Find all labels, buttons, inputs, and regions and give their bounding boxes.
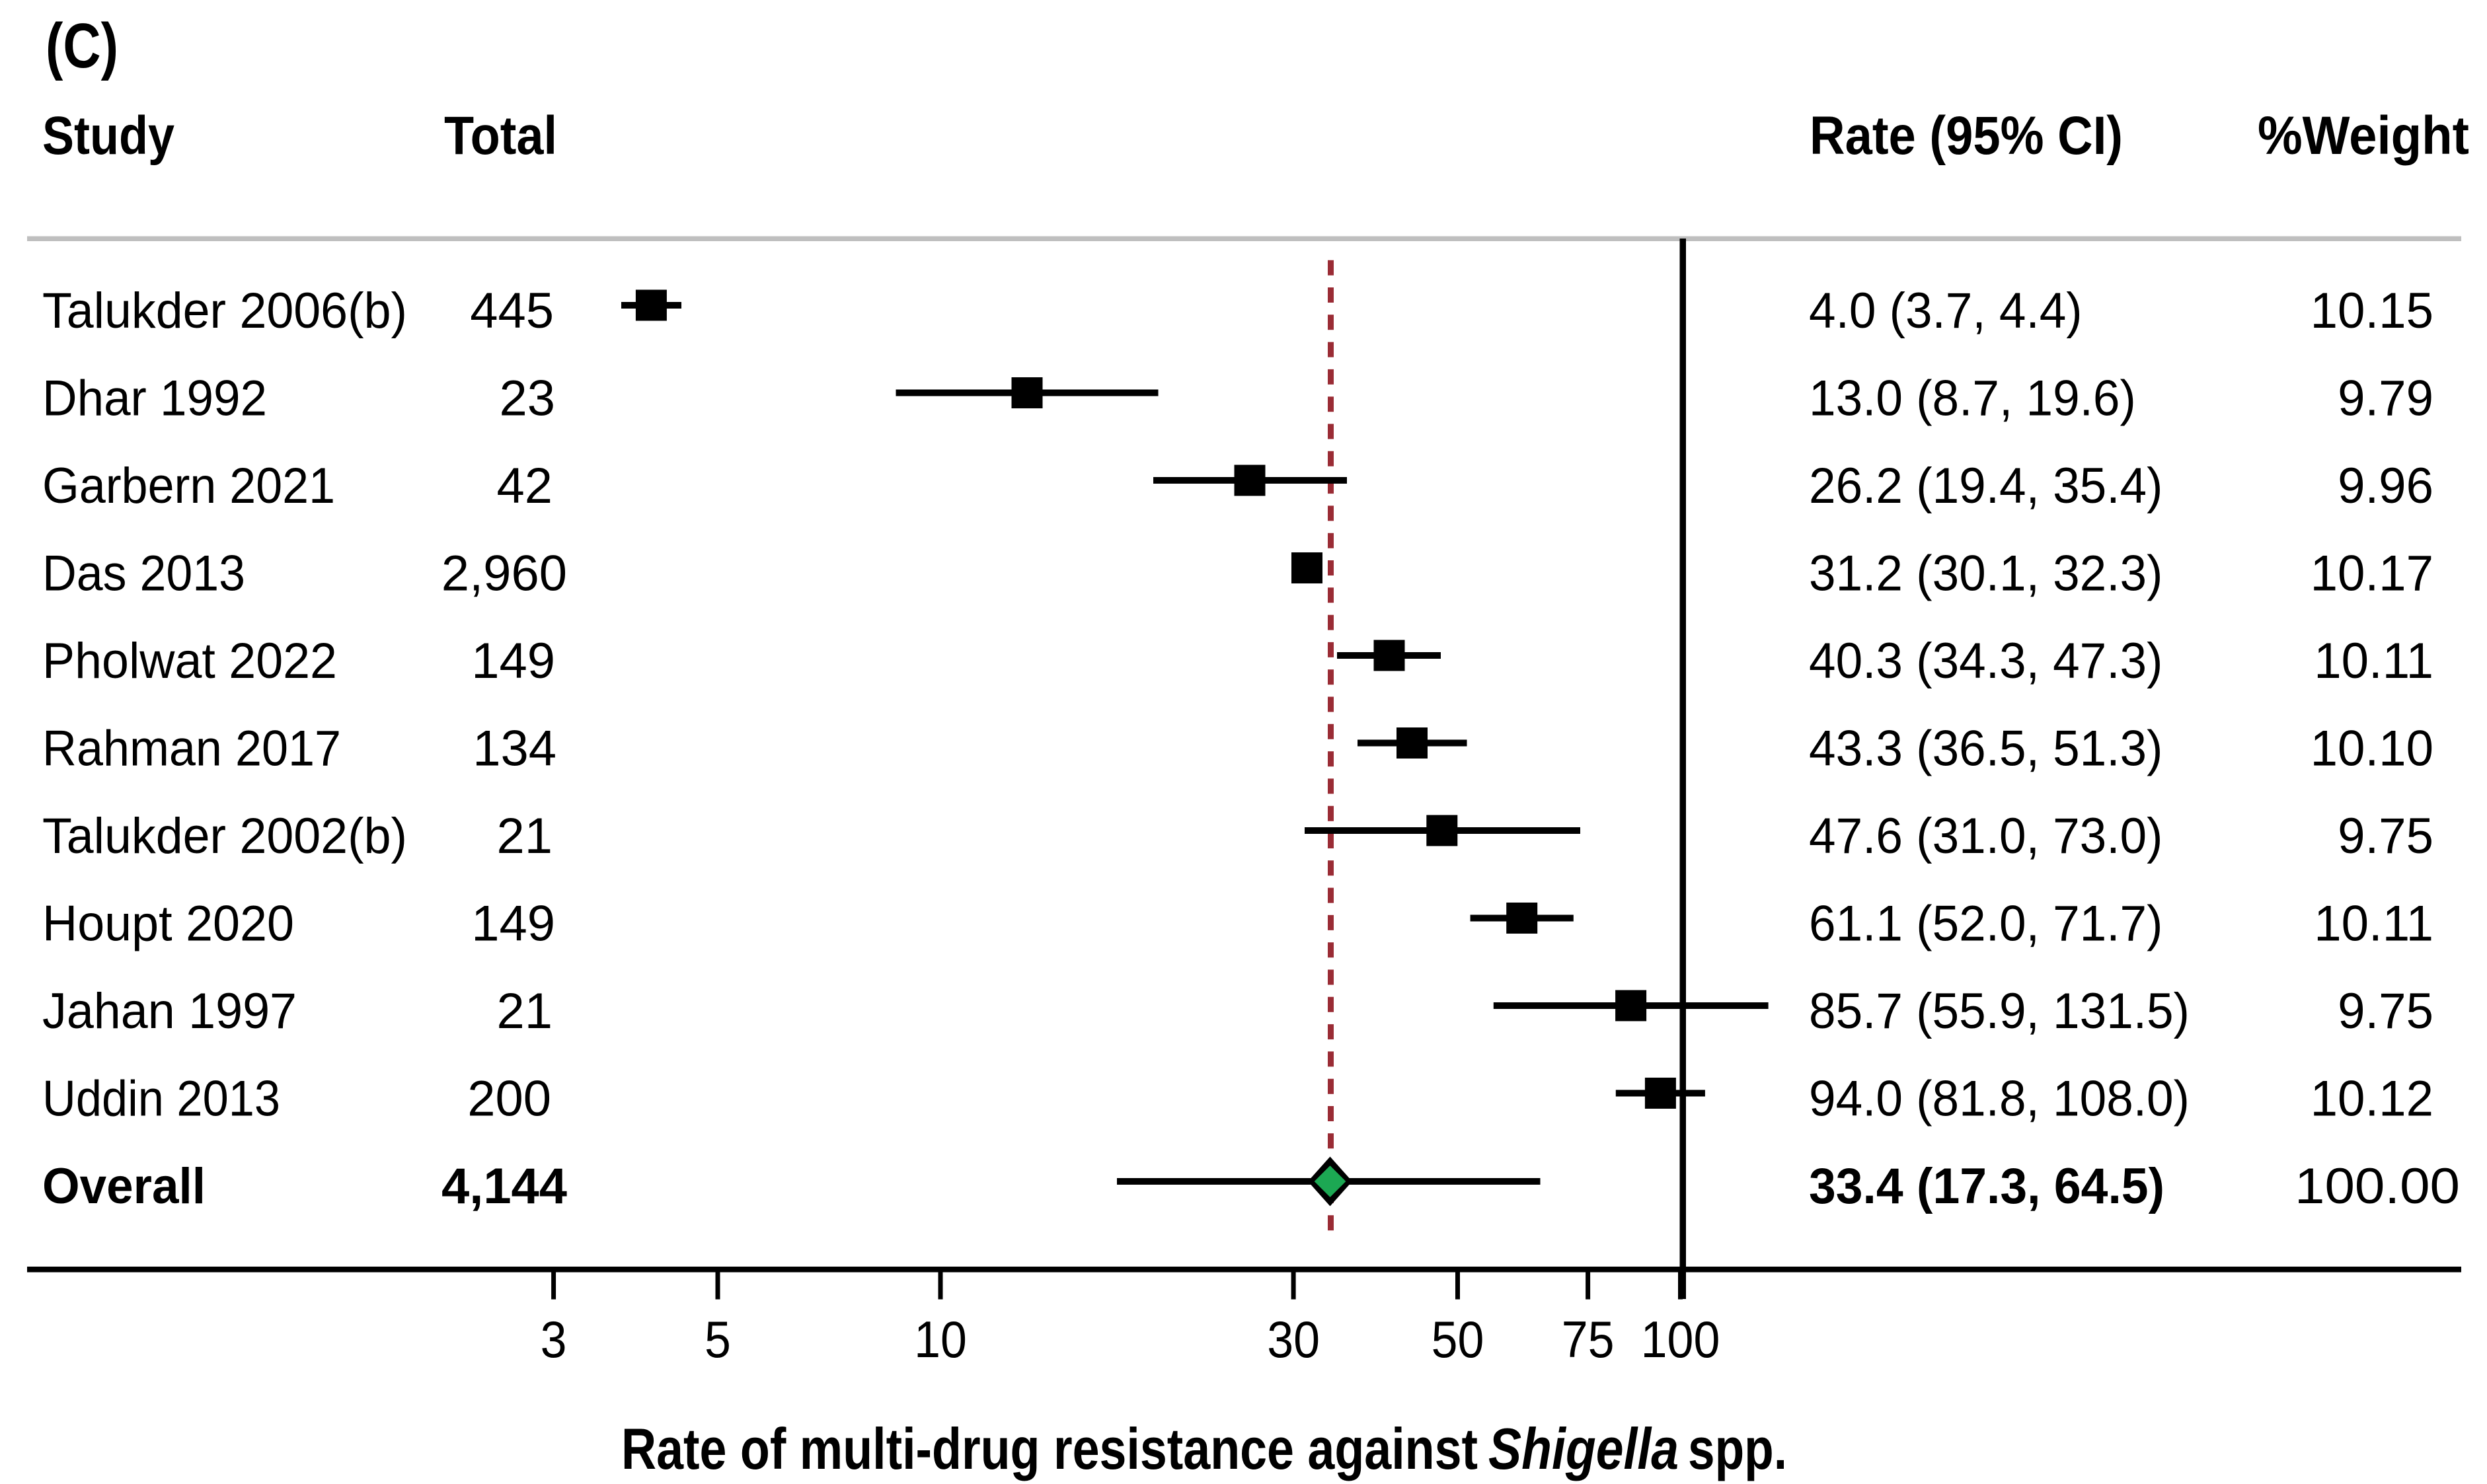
- svg-text:Pholwat 2022: Pholwat 2022: [42, 633, 337, 689]
- svg-text:10.11: 10.11: [2314, 633, 2433, 689]
- svg-text:Total: Total: [444, 106, 557, 166]
- svg-text:2,960: 2,960: [441, 546, 567, 602]
- svg-text:47.6 (31.0, 73.0): 47.6 (31.0, 73.0): [1809, 808, 2162, 864]
- svg-text:94.0 (81.8, 108.0): 94.0 (81.8, 108.0): [1809, 1071, 2190, 1127]
- svg-text:Das 2013: Das 2013: [42, 546, 245, 602]
- svg-text:Garbern 2021: Garbern 2021: [42, 458, 335, 514]
- svg-text:100.00: 100.00: [2295, 1158, 2460, 1214]
- svg-text:Talukder 2006(b): Talukder 2006(b): [42, 283, 407, 339]
- svg-text:Uddin 2013: Uddin 2013: [42, 1071, 280, 1127]
- svg-text:134: 134: [473, 721, 556, 777]
- svg-text:10.12: 10.12: [2311, 1071, 2433, 1127]
- svg-text:445: 445: [470, 283, 554, 339]
- svg-text:10.10: 10.10: [2311, 721, 2433, 777]
- svg-text:3: 3: [541, 1310, 567, 1368]
- svg-text:40.3 (34.3, 47.3): 40.3 (34.3, 47.3): [1809, 633, 2162, 689]
- svg-text:Jahan 1997: Jahan 1997: [42, 983, 297, 1039]
- svg-text:26.2 (19.4, 35.4): 26.2 (19.4, 35.4): [1809, 458, 2162, 514]
- svg-text:10.15: 10.15: [2311, 283, 2433, 339]
- svg-text:149: 149: [471, 896, 555, 952]
- svg-text:21: 21: [497, 808, 553, 864]
- svg-text:10: 10: [914, 1310, 967, 1368]
- svg-text:21: 21: [497, 983, 553, 1039]
- svg-text:61.1 (52.0, 71.7): 61.1 (52.0, 71.7): [1809, 896, 2162, 952]
- svg-text:Dhar 1992: Dhar 1992: [42, 371, 267, 427]
- svg-text:13.0 (8.7, 19.6): 13.0 (8.7, 19.6): [1809, 371, 2136, 427]
- svg-text:33.4 (17.3, 64.5): 33.4 (17.3, 64.5): [1809, 1158, 2164, 1214]
- svg-text:%Weight: %Weight: [2258, 106, 2469, 166]
- svg-text:4,144: 4,144: [441, 1158, 567, 1214]
- svg-text:23: 23: [500, 371, 556, 427]
- svg-text:Study: Study: [42, 106, 174, 166]
- svg-text:30: 30: [1267, 1310, 1320, 1368]
- svg-text:Shigella: Shigella: [1488, 1416, 1679, 1481]
- svg-text:Rahman 2017: Rahman 2017: [42, 721, 341, 777]
- svg-text:Talukder 2002(b): Talukder 2002(b): [42, 808, 407, 864]
- svg-text:31.2 (30.1, 32.3): 31.2 (30.1, 32.3): [1809, 546, 2162, 602]
- svg-text:149: 149: [471, 633, 555, 689]
- svg-text:10.17: 10.17: [2311, 546, 2433, 602]
- svg-text:9.75: 9.75: [2338, 808, 2433, 864]
- svg-text:85.7 (55.9, 131.5): 85.7 (55.9, 131.5): [1809, 983, 2190, 1039]
- svg-text:5: 5: [705, 1310, 731, 1368]
- svg-text:Rate of multi-drug resistance: Rate of multi-drug resistance against: [621, 1416, 1478, 1481]
- svg-text:(C): (C): [46, 11, 118, 81]
- svg-text:10.11: 10.11: [2314, 896, 2433, 952]
- svg-text:43.3 (36.5, 51.3): 43.3 (36.5, 51.3): [1809, 721, 2162, 777]
- svg-text:42: 42: [497, 458, 553, 514]
- svg-text:9.75: 9.75: [2338, 983, 2433, 1039]
- svg-text:100: 100: [1641, 1310, 1720, 1368]
- svg-text:50: 50: [1432, 1310, 1484, 1368]
- svg-text:200: 200: [467, 1071, 551, 1127]
- svg-text:4.0 (3.7, 4.4): 4.0 (3.7, 4.4): [1809, 283, 2083, 339]
- svg-text:Overall: Overall: [42, 1158, 206, 1214]
- svg-text:spp.: spp.: [1688, 1416, 1787, 1481]
- svg-text:Rate (95% CI): Rate (95% CI): [1810, 106, 2123, 166]
- svg-text:Houpt 2020: Houpt 2020: [42, 896, 294, 952]
- svg-text:9.96: 9.96: [2338, 458, 2433, 514]
- svg-text:9.79: 9.79: [2338, 371, 2433, 427]
- svg-text:75: 75: [1562, 1310, 1615, 1368]
